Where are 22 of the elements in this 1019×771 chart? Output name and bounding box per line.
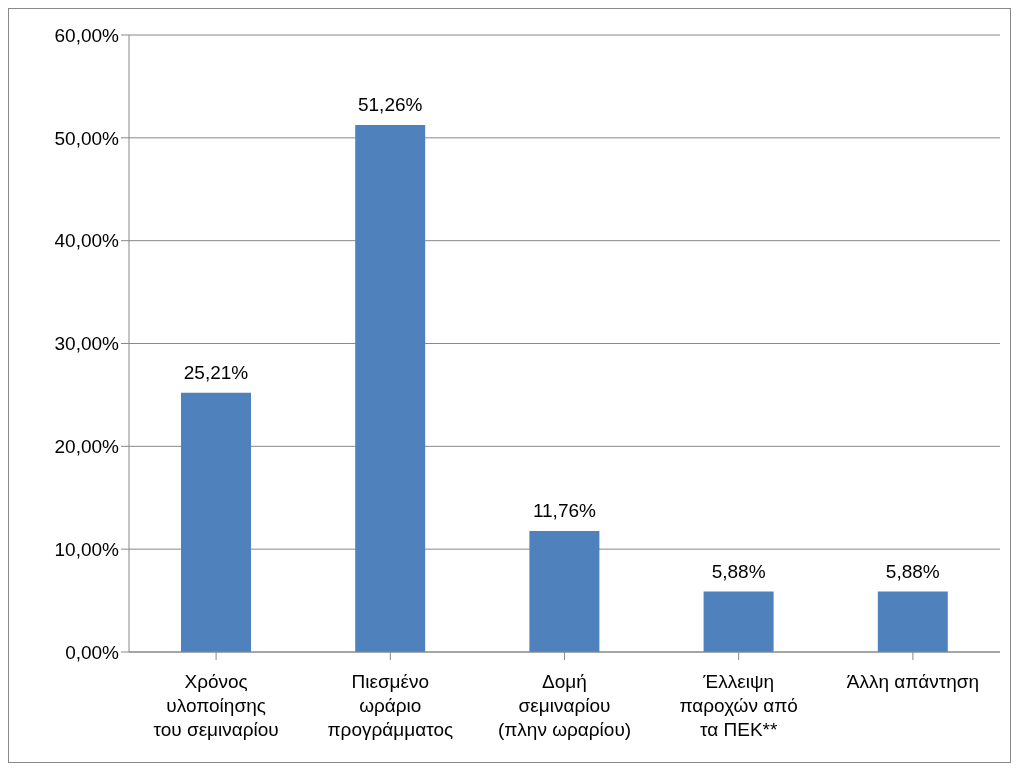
y-tick-label: 10,00% [54, 538, 120, 560]
y-tick-label: 40,00% [54, 230, 120, 252]
data-label: 25,21% [183, 361, 249, 383]
y-tick-label: 30,00% [54, 333, 120, 355]
x-tick-label: Έλλειψη παροχών από τα ΠΕΚ** [679, 671, 798, 740]
y-tick-label: 0,00% [65, 641, 120, 663]
y-tick-label: 50,00% [54, 127, 120, 149]
bar [529, 531, 600, 652]
bar [355, 124, 426, 652]
y-tick-label: 20,00% [54, 436, 120, 458]
data-label: 11,76% [532, 500, 597, 522]
y-tick-label: 60,00% [54, 24, 120, 46]
data-label: 5,88% [711, 560, 766, 582]
bar [181, 392, 251, 652]
x-tick-label: Χρόνος υλοποίησης του σεμιναρίου [153, 671, 279, 740]
x-tick-label: Πιεσμένο ωράριο προγράμματος [327, 671, 454, 740]
data-label: 51,26% [357, 93, 423, 115]
x-tick-label: Άλλη απάντηση [846, 671, 979, 692]
bar [703, 591, 774, 652]
bar [877, 591, 948, 652]
x-tick-label: Δομή σεμιναρίου (πλην ωραρίου) [497, 671, 632, 740]
data-label: 5,88% [885, 560, 940, 582]
